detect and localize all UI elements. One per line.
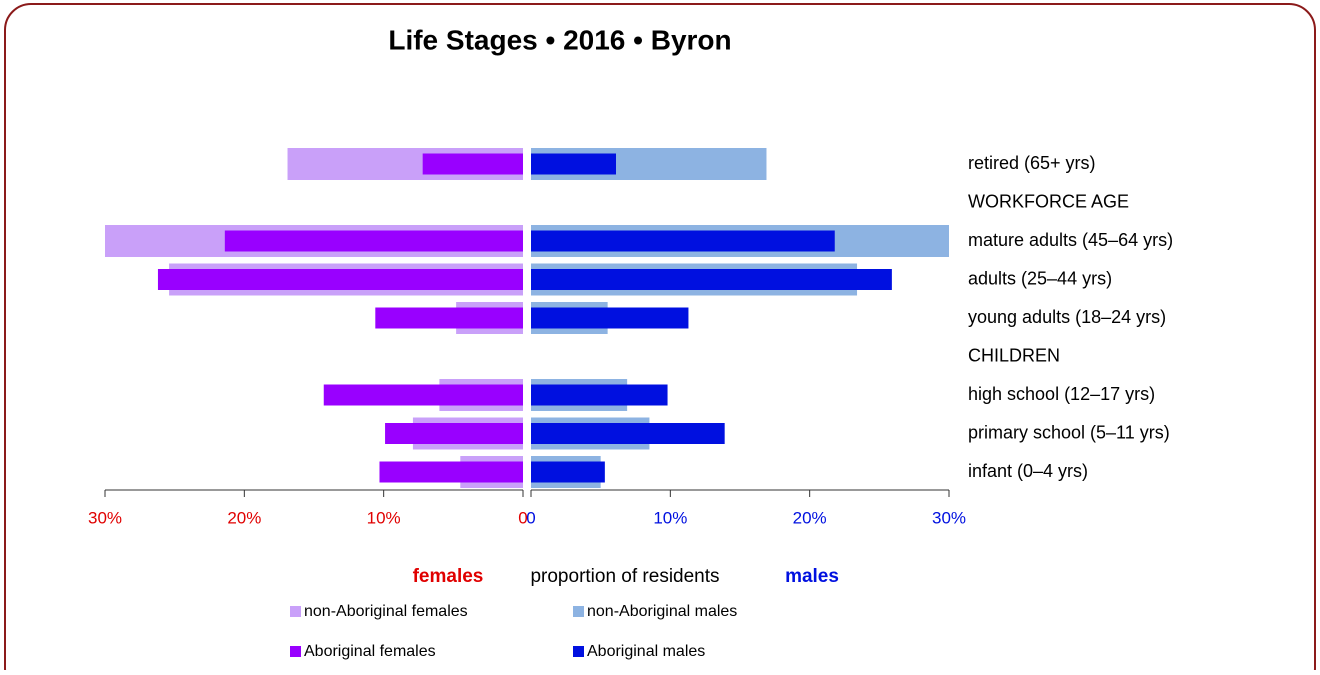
x-tick-label: 30% bbox=[88, 508, 122, 527]
y-tick-label: adults (25–44 yrs) bbox=[968, 268, 1112, 288]
legend-label: Aboriginal males bbox=[587, 643, 705, 660]
bar bbox=[157, 269, 524, 290]
bar bbox=[323, 384, 523, 406]
x-tick-label: 20% bbox=[793, 508, 827, 527]
bar bbox=[531, 153, 616, 175]
x-tick-label: 0 bbox=[518, 508, 527, 527]
left-label: females bbox=[413, 566, 484, 587]
bar bbox=[224, 230, 523, 252]
y-tick-label: retired (65+ yrs) bbox=[968, 153, 1096, 173]
legend-swatch bbox=[290, 606, 301, 617]
chart-title: Life Stages • 2016 • Byron bbox=[388, 24, 731, 55]
x-tick-label: 0 bbox=[526, 508, 535, 527]
x-tick-label: 10% bbox=[653, 508, 687, 527]
bar bbox=[385, 423, 523, 444]
x-tick-label: 20% bbox=[227, 508, 261, 527]
bar bbox=[531, 384, 668, 406]
bar bbox=[422, 153, 523, 175]
y-tick-label: young adults (18–24 yrs) bbox=[968, 307, 1166, 327]
right-label: males bbox=[785, 566, 839, 587]
bar bbox=[379, 461, 523, 483]
y-tick-label: CHILDREN bbox=[968, 345, 1060, 365]
y-tick-label: high school (12–17 yrs) bbox=[968, 384, 1155, 404]
frame bbox=[4, 3, 1316, 675]
x-axis-label: proportion of residents bbox=[530, 566, 719, 587]
y-tick-label: infant (0–4 yrs) bbox=[968, 461, 1088, 481]
x-tick-label: 10% bbox=[367, 508, 401, 527]
y-tick-label: primary school (5–11 yrs) bbox=[968, 422, 1170, 442]
y-tick-label: mature adults (45–64 yrs) bbox=[968, 230, 1173, 250]
bar bbox=[531, 307, 689, 329]
bar bbox=[531, 423, 725, 444]
legend-swatch bbox=[573, 646, 584, 657]
x-tick-label: 30% bbox=[932, 508, 966, 527]
legend-label: non-Aboriginal males bbox=[587, 603, 737, 620]
legend-swatch bbox=[573, 606, 584, 617]
bar bbox=[531, 230, 835, 252]
bar bbox=[531, 461, 605, 483]
bar bbox=[375, 307, 523, 329]
legend-swatch bbox=[290, 646, 301, 657]
bar bbox=[531, 269, 892, 290]
y-tick-label: WORKFORCE AGE bbox=[968, 191, 1129, 211]
legend-label: Aboriginal females bbox=[304, 643, 436, 660]
legend-label: non-Aboriginal females bbox=[304, 603, 468, 620]
